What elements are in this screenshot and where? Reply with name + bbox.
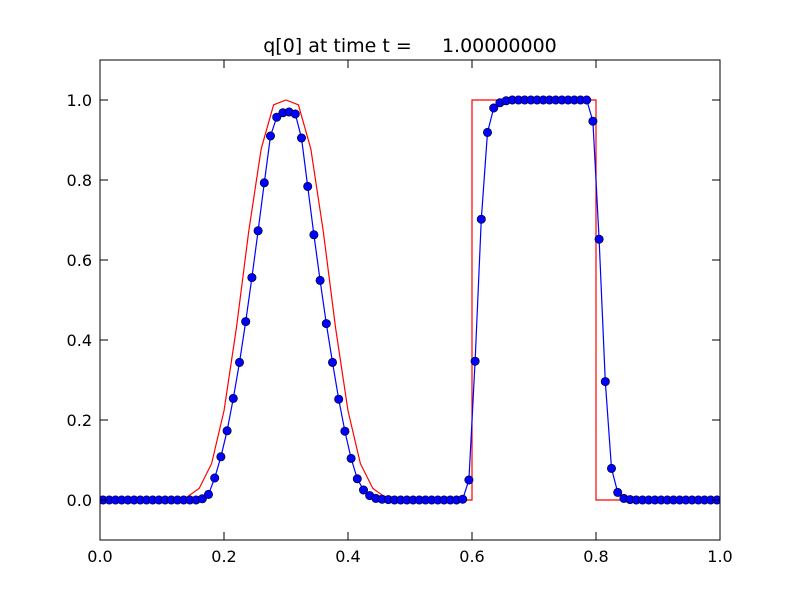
data-point: [321, 319, 331, 329]
data-point: [352, 474, 362, 484]
data-point: [458, 494, 468, 504]
x-tick-label: 0.0: [87, 547, 112, 566]
plot-frame: [99, 59, 721, 541]
data-point: [476, 214, 486, 224]
y-tick-label: 0.8: [67, 171, 92, 190]
y-tick-label: 0.4: [67, 331, 92, 350]
data-point: [296, 133, 306, 143]
y-tick-label: 0.2: [67, 411, 92, 430]
data-point: [210, 473, 220, 483]
y-tick-label: 1.0: [67, 91, 92, 110]
data-point: [489, 103, 499, 113]
data-point: [346, 453, 356, 463]
data-point: [482, 127, 492, 137]
series-layer: [100, 95, 720, 505]
x-tick-label: 0.4: [335, 547, 360, 566]
data-point: [241, 317, 251, 327]
data-point: [606, 463, 616, 473]
data-point: [334, 394, 344, 404]
series-line-exact: [100, 99, 720, 501]
data-point: [222, 426, 232, 436]
chart-title: q[0] at time t = 1.00000000: [263, 35, 557, 57]
data-point: [582, 95, 592, 105]
data-point: [253, 226, 263, 236]
data-point: [340, 426, 350, 436]
data-point: [594, 234, 604, 244]
data-point: [259, 178, 269, 188]
data-point: [327, 357, 337, 367]
data-point: [588, 116, 598, 126]
data-point: [265, 131, 275, 141]
data-point: [464, 475, 474, 485]
data-point: [204, 489, 214, 499]
axes-layer: 0.0 0.2 0.4 0.6 0.8 1.0 0.0 0.2 0.4 0.6 0.8 1.0: [67, 59, 733, 566]
x-tick-label: 0.6: [459, 547, 484, 566]
x-tick-label: 0.2: [211, 547, 236, 566]
series-line-computed: [103, 99, 717, 501]
data-point: [358, 485, 368, 495]
data-point: [303, 181, 313, 191]
data-point: [235, 357, 245, 367]
data-point: [197, 494, 207, 504]
x-tick-label: 0.8: [583, 547, 608, 566]
data-point: [600, 377, 610, 387]
data-point: [470, 356, 480, 366]
data-point: [309, 230, 319, 240]
data-point: [228, 393, 238, 403]
data-point: [272, 112, 282, 122]
y-tick-label: 0.0: [67, 491, 92, 510]
x-tick-label: 1.0: [707, 547, 732, 566]
data-point: [247, 273, 257, 283]
data-point: [290, 109, 300, 119]
y-tick-label: 0.6: [67, 251, 92, 270]
data-point: [315, 275, 325, 285]
data-point: [216, 452, 226, 462]
data-point: [613, 487, 623, 497]
